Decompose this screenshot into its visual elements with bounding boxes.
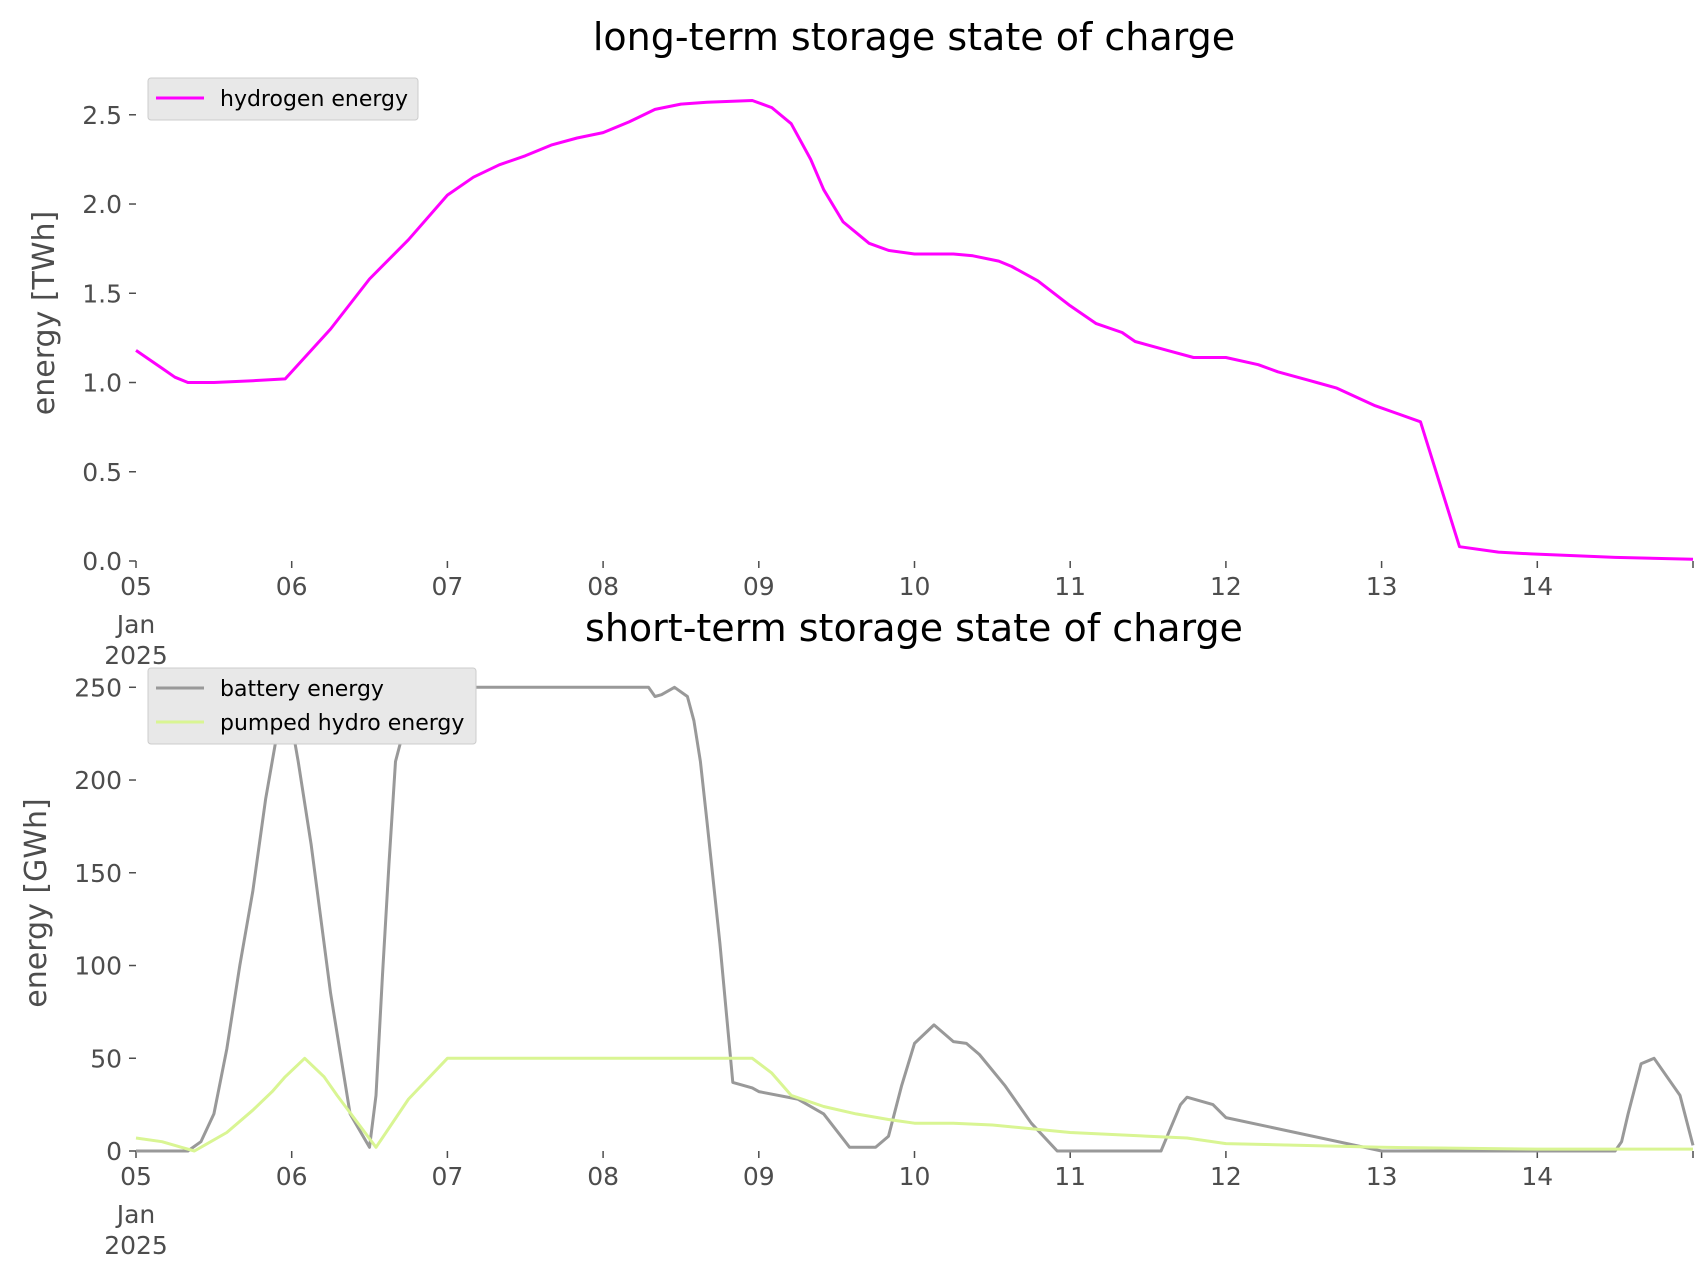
y-tick-label: 0.0 [82,547,122,576]
x-tick-label: 14 [1521,1162,1553,1191]
y-tick-label: 50 [90,1044,122,1073]
long-term-title: long-term storage state of charge [593,15,1235,59]
x-tick-sublabel: 2025 [104,641,168,670]
legend-label-pumped-hydro: pumped hydro energy [220,711,464,736]
x-tick-label: 07 [431,572,463,601]
x-tick-sublabel: Jan [115,610,156,639]
x-tick-label: 11 [1054,1162,1086,1191]
short-term-ylabel: energy [GWh] [19,798,54,1007]
series-line-0 [135,99,1694,561]
short-term-panel: short-term storage state of charge energ… [19,606,1695,1260]
long-term-legend: hydrogen energy [147,77,419,121]
x-tick-label: 07 [431,1162,463,1191]
short-term-legend: battery energy pumped hydro energy [147,667,477,745]
short-term-legend-box [147,667,477,745]
y-tick-label: 0.5 [82,458,122,487]
x-tick-label: 05 [120,1162,152,1191]
y-tick-label: 1.0 [82,369,122,398]
x-tick-label: 09 [743,572,775,601]
x-tick-label: 13 [1366,1162,1398,1191]
short-term-title: short-term storage state of charge [585,606,1243,650]
y-tick-label: 100 [74,952,122,981]
x-tick-sublabel: Jan [115,1200,156,1229]
short-term-series [135,685,1695,1153]
x-tick-label: 06 [276,1162,308,1191]
x-tick-label: 12 [1210,1162,1242,1191]
x-tick-label: 05 [120,572,152,601]
legend-label-hydrogen: hydrogen energy [220,87,408,112]
legend-label-battery: battery energy [220,677,384,702]
long-term-ylabel: energy [TWh] [27,211,62,415]
x-tick-label: 09 [743,1162,775,1191]
x-tick-label: 10 [899,1162,931,1191]
short-term-y-ticks: 0 50 100 150 200 250 [74,673,136,1166]
x-tick-label: 10 [899,572,931,601]
y-tick-label: 0 [106,1137,122,1166]
x-tick-label: 14 [1521,572,1553,601]
y-tick-label: 150 [74,859,122,888]
series-line-0 [136,685,1695,1153]
x-tick-label: 08 [587,1162,619,1191]
y-tick-label: 2.5 [82,101,122,130]
y-tick-label: 200 [74,766,122,795]
y-tick-label: 250 [74,673,122,702]
x-tick-label: 06 [276,572,308,601]
x-tick-label: 08 [587,572,619,601]
x-tick-label: 11 [1054,572,1086,601]
y-tick-label: 2.0 [82,190,122,219]
x-tick-label: 12 [1210,572,1242,601]
long-term-legend-box [147,77,419,121]
long-term-series [135,99,1694,561]
x-tick-sublabel: 2025 [104,1231,168,1260]
long-term-y-ticks: 0.0 0.5 1.0 1.5 2.0 2.5 [82,101,136,576]
series-line-1 [135,1056,1693,1153]
y-tick-label: 1.5 [82,279,122,308]
x-tick-label: 13 [1366,572,1398,601]
long-term-panel: long-term storage state of charge energy… [27,15,1694,670]
